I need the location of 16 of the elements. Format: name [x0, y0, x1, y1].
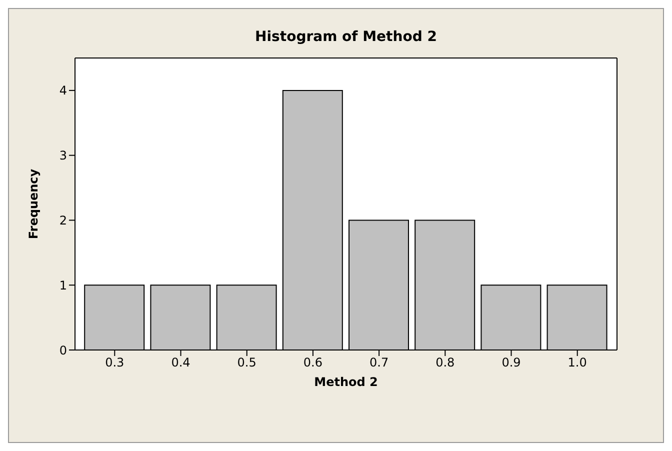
- y-axis-title: Frequency: [26, 168, 40, 240]
- x-tick-label: 0.9: [502, 356, 521, 370]
- x-tick-label: 0.7: [370, 356, 389, 370]
- x-tick-label: 0.6: [303, 356, 322, 370]
- y-tick-label: 1: [59, 278, 67, 292]
- x-axis-title: Method 2: [314, 375, 378, 389]
- y-tick-label: 0: [59, 343, 67, 358]
- x-tick-label: 1.0: [568, 356, 587, 370]
- x-tick-label: 0.8: [436, 356, 455, 370]
- x-tick-label: 0.4: [171, 356, 190, 370]
- x-tick-label: 0.5: [237, 356, 256, 370]
- chart-title: Histogram of Method 2: [254, 29, 438, 45]
- y-tick-label: 4: [59, 84, 67, 98]
- y-tick-label: 3: [59, 148, 67, 163]
- y-tick-label: 2: [59, 213, 67, 228]
- x-tick-label: 0.3: [105, 356, 124, 370]
